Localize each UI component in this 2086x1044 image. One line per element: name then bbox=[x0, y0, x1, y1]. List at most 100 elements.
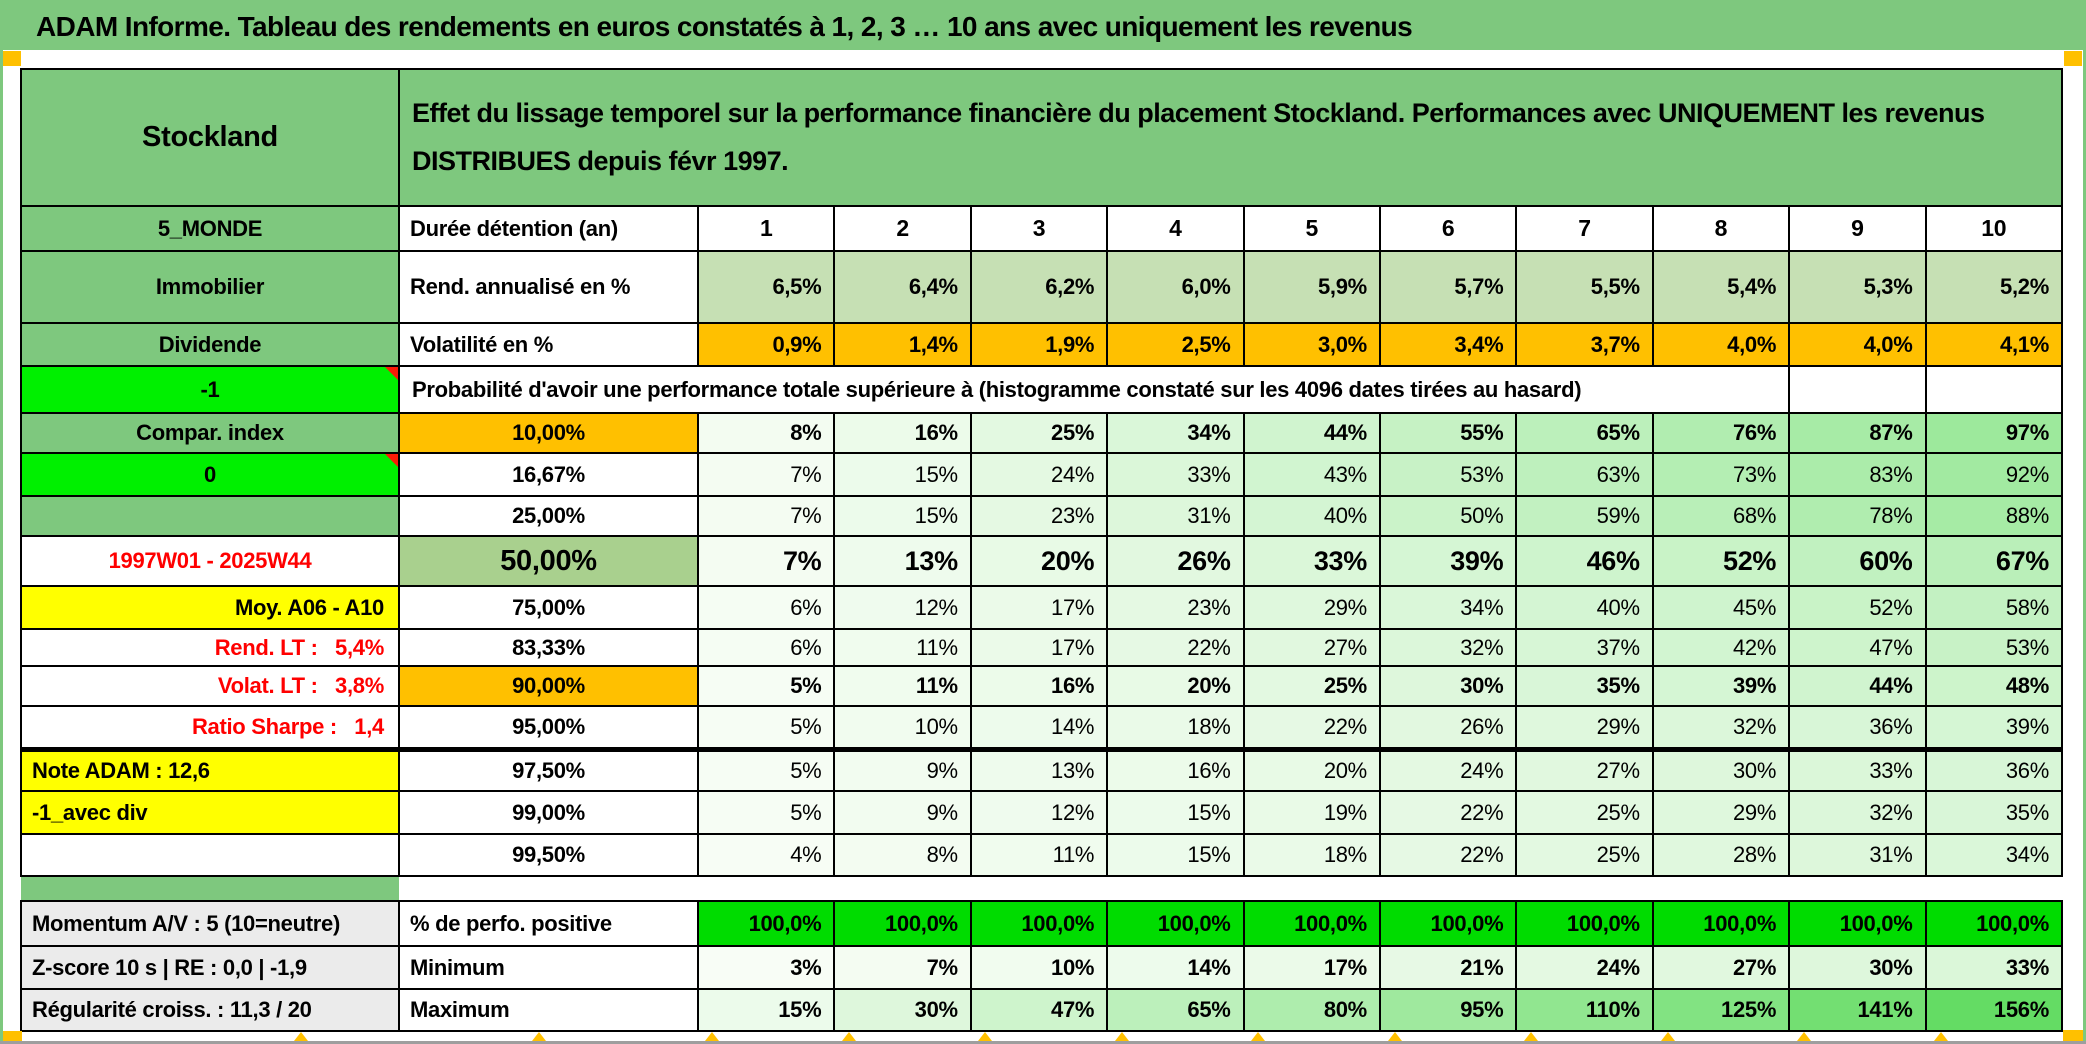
value-cell[interactable]: 65% bbox=[1106, 988, 1245, 1032]
value-cell[interactable]: 16% bbox=[833, 412, 972, 454]
value-cell[interactable]: 27% bbox=[1651, 945, 1791, 990]
value-cell[interactable]: 29% bbox=[1515, 705, 1654, 750]
year-header-cell[interactable]: 4 bbox=[1106, 205, 1245, 252]
value-cell[interactable]: 83% bbox=[1788, 452, 1927, 497]
value-cell[interactable]: 33% bbox=[1788, 746, 1927, 792]
value-cell[interactable]: 9% bbox=[833, 746, 972, 792]
value-cell[interactable]: 40% bbox=[1242, 495, 1381, 537]
value-cell[interactable]: 34% bbox=[1378, 585, 1518, 630]
row-header-cell[interactable] bbox=[20, 495, 400, 537]
value-cell[interactable]: 100,0% bbox=[1515, 900, 1654, 947]
metric-label-cell[interactable]: 90,00% bbox=[398, 665, 699, 707]
row-header-cell[interactable]: 1997W01 - 2025W44 bbox=[20, 535, 400, 587]
value-cell[interactable]: 43% bbox=[1242, 452, 1381, 497]
value-cell[interactable]: 40% bbox=[1515, 585, 1654, 630]
value-cell[interactable]: 29% bbox=[1242, 585, 1381, 630]
value-cell[interactable]: 3% bbox=[696, 945, 836, 990]
value-cell[interactable]: 31% bbox=[1106, 495, 1245, 537]
value-cell[interactable]: 5% bbox=[696, 746, 836, 792]
row-header-cell[interactable]: Z-score 10 s | RE : 0,0 | -1,9 bbox=[20, 945, 400, 990]
value-cell[interactable]: 5,3% bbox=[1788, 250, 1927, 324]
row-header-cell[interactable]: Momentum A/V : 5 (10=neutre) bbox=[20, 900, 400, 947]
value-cell[interactable]: 26% bbox=[1378, 705, 1518, 750]
row-header-cell[interactable]: Ratio Sharpe : 1,4 bbox=[20, 705, 400, 750]
value-cell[interactable]: 15% bbox=[833, 495, 972, 537]
value-cell[interactable]: 55% bbox=[1378, 412, 1518, 454]
value-cell[interactable]: 5,7% bbox=[1378, 250, 1518, 324]
value-cell[interactable]: 52% bbox=[1651, 535, 1791, 587]
year-header-cell[interactable]: 5 bbox=[1242, 205, 1381, 252]
value-cell[interactable]: 30% bbox=[1651, 746, 1791, 792]
metric-label-cell[interactable]: 50,00% bbox=[398, 535, 699, 587]
value-cell[interactable]: 4,0% bbox=[1651, 322, 1791, 367]
value-cell[interactable]: 5% bbox=[696, 665, 836, 707]
value-cell[interactable]: 7% bbox=[833, 945, 972, 990]
value-cell[interactable]: 125% bbox=[1651, 988, 1791, 1032]
value-cell[interactable]: 30% bbox=[1378, 665, 1518, 707]
value-cell[interactable]: 97% bbox=[1924, 412, 2064, 454]
value-cell[interactable]: 100,0% bbox=[1242, 900, 1381, 947]
value-cell[interactable]: 6,4% bbox=[833, 250, 972, 324]
value-cell[interactable]: 22% bbox=[1378, 833, 1518, 877]
value-cell[interactable]: 10% bbox=[969, 945, 1109, 990]
value-cell[interactable]: 39% bbox=[1378, 535, 1518, 587]
empty-cell[interactable] bbox=[1924, 365, 2064, 414]
value-cell[interactable]: 6,5% bbox=[696, 250, 836, 324]
year-header-cell[interactable]: 3 bbox=[969, 205, 1109, 252]
value-cell[interactable]: 88% bbox=[1924, 495, 2064, 537]
value-cell[interactable]: 18% bbox=[1106, 705, 1245, 750]
value-cell[interactable]: 7% bbox=[696, 535, 836, 587]
metric-label-cell[interactable]: 99,50% bbox=[398, 833, 699, 877]
value-cell[interactable]: 5,4% bbox=[1651, 250, 1791, 324]
value-cell[interactable]: 20% bbox=[1242, 746, 1381, 792]
value-cell[interactable]: 36% bbox=[1788, 705, 1927, 750]
description-cell[interactable]: Effet du lissage temporel sur la perform… bbox=[398, 68, 2063, 207]
year-header-cell[interactable]: 9 bbox=[1788, 205, 1927, 252]
value-cell[interactable]: 100,0% bbox=[1651, 900, 1791, 947]
metric-label-cell[interactable]: Durée détention (an) bbox=[398, 205, 699, 252]
row-header-cell[interactable]: Compar. index bbox=[20, 412, 400, 454]
value-cell[interactable]: 87% bbox=[1788, 412, 1927, 454]
year-header-cell[interactable]: 7 bbox=[1515, 205, 1654, 252]
value-cell[interactable]: 22% bbox=[1378, 790, 1518, 835]
value-cell[interactable]: 45% bbox=[1651, 585, 1791, 630]
value-cell[interactable]: 12% bbox=[833, 585, 972, 630]
value-cell[interactable]: 15% bbox=[1106, 833, 1245, 877]
value-cell[interactable]: 17% bbox=[1242, 945, 1381, 990]
value-cell[interactable]: 110% bbox=[1515, 988, 1654, 1032]
value-cell[interactable]: 24% bbox=[1378, 746, 1518, 792]
value-cell[interactable]: 32% bbox=[1788, 790, 1927, 835]
value-cell[interactable]: 59% bbox=[1515, 495, 1654, 537]
value-cell[interactable]: 78% bbox=[1788, 495, 1927, 537]
value-cell[interactable]: 24% bbox=[969, 452, 1109, 497]
metric-label-cell[interactable]: 75,00% bbox=[398, 585, 699, 630]
value-cell[interactable]: 25% bbox=[1515, 833, 1654, 877]
value-cell[interactable]: 20% bbox=[1106, 665, 1245, 707]
value-cell[interactable]: 67% bbox=[1924, 535, 2064, 587]
value-cell[interactable]: 31% bbox=[1788, 833, 1927, 877]
value-cell[interactable]: 53% bbox=[1378, 452, 1518, 497]
value-cell[interactable]: 30% bbox=[1788, 945, 1927, 990]
empty-cell[interactable] bbox=[1788, 365, 1927, 414]
value-cell[interactable]: 4,0% bbox=[1788, 322, 1927, 367]
value-cell[interactable]: 11% bbox=[833, 665, 972, 707]
metric-label-cell[interactable]: 97,50% bbox=[398, 746, 699, 792]
row-header-cell[interactable]: Note ADAM : 12,6 bbox=[20, 746, 400, 792]
metric-label-cell[interactable]: % de perfo. positive bbox=[398, 900, 699, 947]
value-cell[interactable]: 35% bbox=[1515, 665, 1654, 707]
value-cell[interactable]: 39% bbox=[1924, 705, 2064, 750]
value-cell[interactable]: 5,5% bbox=[1515, 250, 1654, 324]
value-cell[interactable]: 0,9% bbox=[696, 322, 836, 367]
value-cell[interactable]: 42% bbox=[1651, 628, 1791, 667]
value-cell[interactable]: 7% bbox=[696, 495, 836, 537]
metric-label-cell[interactable]: Rend. annualisé en % bbox=[398, 250, 699, 324]
value-cell[interactable]: 23% bbox=[969, 495, 1109, 537]
value-cell[interactable]: 15% bbox=[696, 988, 836, 1032]
value-cell[interactable]: 25% bbox=[1515, 790, 1654, 835]
year-header-cell[interactable]: 10 bbox=[1924, 205, 2064, 252]
value-cell[interactable]: 52% bbox=[1788, 585, 1927, 630]
value-cell[interactable]: 3,7% bbox=[1515, 322, 1654, 367]
value-cell[interactable]: 47% bbox=[1788, 628, 1927, 667]
value-cell[interactable]: 46% bbox=[1515, 535, 1654, 587]
year-header-cell[interactable]: 6 bbox=[1378, 205, 1518, 252]
